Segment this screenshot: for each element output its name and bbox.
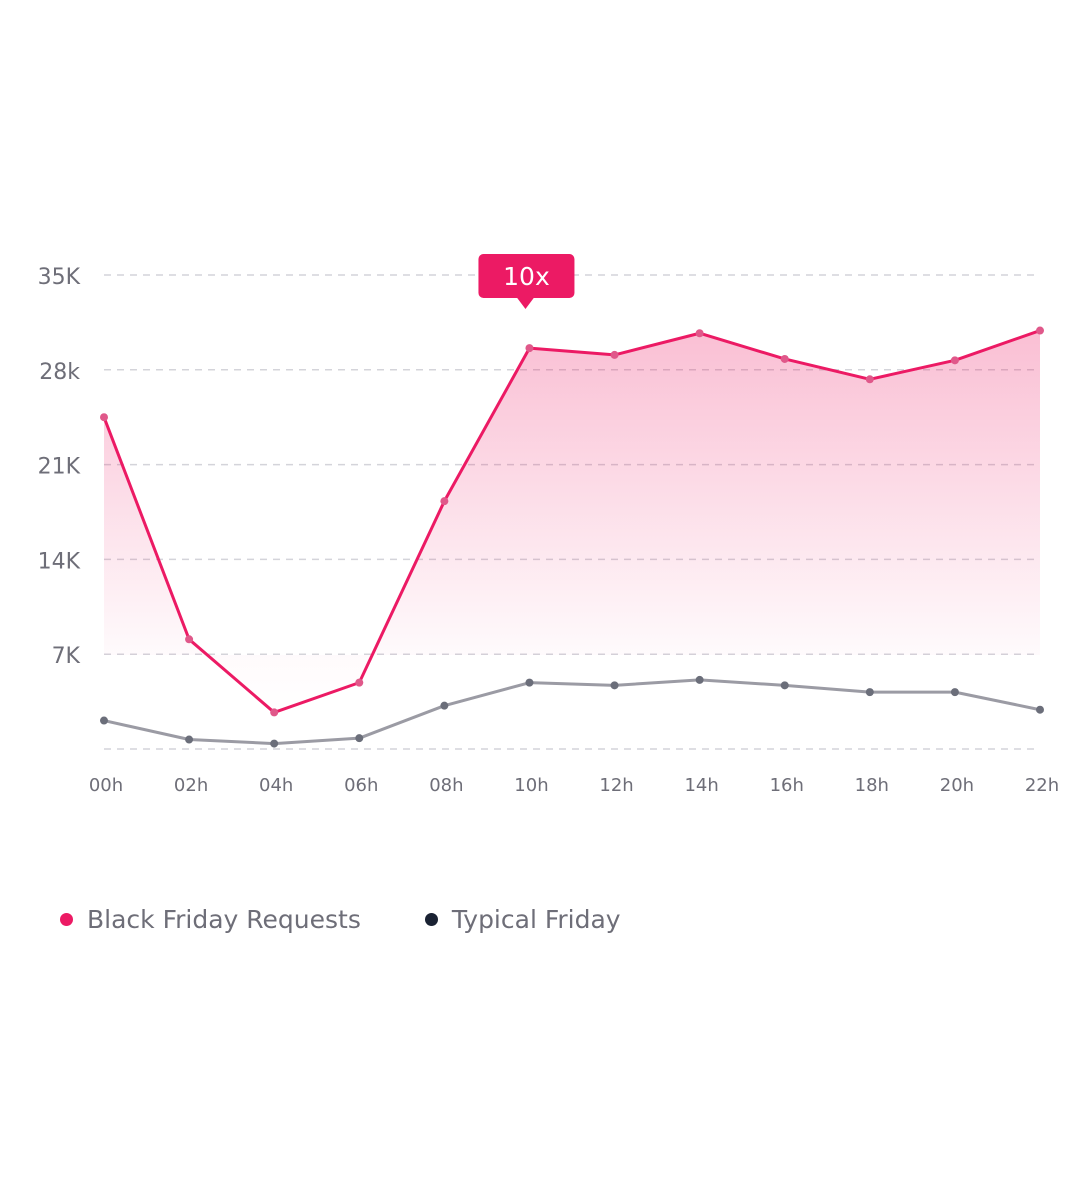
legend-dot-typical-friday bbox=[424, 913, 438, 926]
data-point bbox=[1036, 705, 1044, 714]
data-point bbox=[695, 329, 704, 338]
x-tick-label: 02h bbox=[174, 775, 208, 796]
data-point bbox=[865, 688, 874, 697]
annotation-badge bbox=[478, 254, 575, 298]
data-point bbox=[440, 701, 449, 710]
data-point bbox=[865, 375, 874, 384]
data-point bbox=[950, 688, 959, 697]
data-point bbox=[185, 635, 194, 644]
legend-dot-black-friday bbox=[60, 913, 73, 926]
data-point bbox=[1036, 326, 1044, 335]
data-point bbox=[355, 678, 364, 687]
x-tick-label: 04h bbox=[259, 775, 293, 796]
data-point bbox=[440, 497, 449, 506]
data-point bbox=[185, 735, 194, 744]
x-tick-label: 10h bbox=[514, 775, 548, 796]
chart: 35K 28k 21K 14K 7K 00h 02h 04h 06h 08h 10h 12h 14h 16… bbox=[38, 254, 1059, 796]
y-tick-label: 7K bbox=[52, 644, 81, 669]
x-tick-label: 18h bbox=[855, 775, 889, 796]
x-tick-label: 08h bbox=[429, 775, 463, 796]
data-point bbox=[610, 681, 619, 690]
data-point bbox=[525, 678, 534, 687]
x-tick-label: 06h bbox=[344, 775, 378, 796]
series-line-black-friday bbox=[102, 329, 1041, 714]
annotation-pointer bbox=[516, 297, 535, 309]
data-point bbox=[525, 344, 534, 353]
x-tick-label: 12h bbox=[599, 775, 633, 796]
x-tick-label: 20h bbox=[940, 775, 974, 796]
y-tick-label: 28k bbox=[39, 360, 80, 385]
data-point bbox=[610, 350, 619, 359]
x-tick-label: 16h bbox=[770, 775, 804, 796]
legend-item-black-friday[interactable]: Black Friday Requests bbox=[60, 905, 361, 934]
x-tick-label: 14h bbox=[684, 775, 718, 796]
data-point bbox=[780, 681, 789, 690]
data-point bbox=[695, 675, 704, 684]
data-point bbox=[100, 413, 108, 422]
data-point bbox=[100, 716, 108, 725]
data-point bbox=[270, 739, 279, 748]
legend-label: Black Friday Requests bbox=[87, 905, 361, 934]
series-line-typical-friday bbox=[103, 678, 1041, 746]
y-tick-label: 21K bbox=[38, 455, 81, 480]
black-friday-area bbox=[104, 330, 1040, 713]
y-tick-label: 14K bbox=[38, 549, 81, 574]
annotation-label: 10x bbox=[503, 262, 550, 291]
y-tick-label: 35K bbox=[38, 265, 81, 290]
x-tick-label: 00h bbox=[89, 775, 123, 796]
x-tick-label: 22h bbox=[1025, 775, 1059, 796]
legend: Black Friday Requests Typical Friday bbox=[60, 905, 621, 934]
legend-label: Typical Friday bbox=[451, 905, 621, 934]
data-point bbox=[950, 356, 959, 365]
data-point bbox=[780, 354, 789, 363]
legend-item-typical-friday[interactable]: Typical Friday bbox=[424, 905, 621, 934]
data-point bbox=[270, 708, 279, 717]
data-point bbox=[355, 734, 364, 743]
